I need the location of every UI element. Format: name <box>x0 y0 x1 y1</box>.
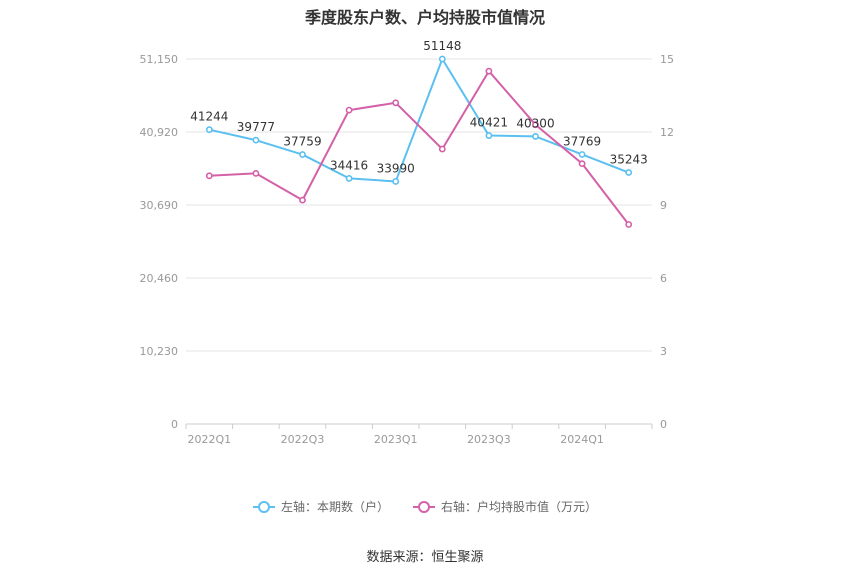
data-label: 41244 <box>190 110 228 124</box>
series-2-point <box>205 172 213 180</box>
left-axis-tick-label: 30,690 <box>140 199 179 212</box>
series-1-point <box>392 178 400 185</box>
series-1-point <box>345 175 353 182</box>
right-axis-tick-label: 9 <box>660 199 667 212</box>
chart-source: 数据来源：恒生聚源 <box>366 550 484 565</box>
x-axis-tick-label: 2024Q1 <box>560 433 604 446</box>
grid-lines <box>186 58 652 425</box>
data-label: 33990 <box>377 161 415 175</box>
data-label: 34416 <box>330 158 368 172</box>
x-axis-tick-label: 2022Q3 <box>281 433 325 446</box>
series-2-point <box>299 196 306 204</box>
right-axis-tick-label: 12 <box>660 126 674 139</box>
legend-marker-2 <box>418 501 430 513</box>
x-axis-tick-label: 2023Q3 <box>467 433 511 446</box>
series-1-point <box>578 151 586 158</box>
data-label: 37769 <box>563 134 601 148</box>
series-1-point <box>625 169 633 176</box>
series-line-2 <box>209 70 630 226</box>
series-2-point <box>485 67 493 75</box>
legend: 左轴：本期数（户） 右轴：户均持股市值（万元） <box>253 499 597 514</box>
data-label: 37759 <box>283 135 321 149</box>
right-axis-tick-label: 0 <box>660 418 667 431</box>
series-1-point <box>252 136 260 144</box>
series-1-point <box>532 133 539 140</box>
series-2-point <box>438 145 446 153</box>
series-1-point <box>485 132 493 139</box>
left-axis-tick-label: 20,460 <box>140 272 179 285</box>
right-axis-tick-label: 3 <box>660 345 667 358</box>
right-axis-tick-label: 15 <box>660 53 674 66</box>
chart-title: 季度股东户数、户均持股市值情况 <box>304 8 545 27</box>
series-2-point <box>345 106 353 114</box>
series-2-point <box>578 160 586 168</box>
left-axis-tick-label: 0 <box>171 418 178 431</box>
axes: 0 10,230 20,460 30,690 40,920 51,150 0 3 6 9 12 15 2… <box>140 53 675 446</box>
data-label: 40421 <box>470 116 508 130</box>
data-label: 35243 <box>610 153 648 167</box>
series-2-point <box>252 169 260 177</box>
series-2-point <box>392 99 400 107</box>
data-label: 39777 <box>237 120 275 134</box>
legend-label-2: 右轴：户均持股市值（万元） <box>441 499 597 514</box>
series-1-point <box>205 126 213 134</box>
series-1-point <box>299 151 306 158</box>
left-axis-tick-label: 40,920 <box>140 126 179 139</box>
left-axis-tick-label: 10,230 <box>140 345 179 358</box>
series-lines <box>205 55 633 228</box>
legend-marker-1 <box>258 501 270 513</box>
data-label: 40300 <box>516 116 554 130</box>
legend-label-1: 左轴：本期数（户） <box>281 499 389 514</box>
left-axis-tick-label: 51,150 <box>140 53 179 66</box>
series-2-point <box>532 121 539 129</box>
data-labels: 41244 39777 37759 34416 33990 51148 40421 40300… <box>190 39 648 175</box>
data-label: 51148 <box>423 39 461 53</box>
series-2-point <box>625 221 633 228</box>
x-axis-tick-label: 2022Q1 <box>187 433 231 446</box>
x-axis-tick-label: 2023Q1 <box>374 433 418 446</box>
right-axis-tick-label: 6 <box>660 272 667 285</box>
series-1-point <box>438 55 446 63</box>
